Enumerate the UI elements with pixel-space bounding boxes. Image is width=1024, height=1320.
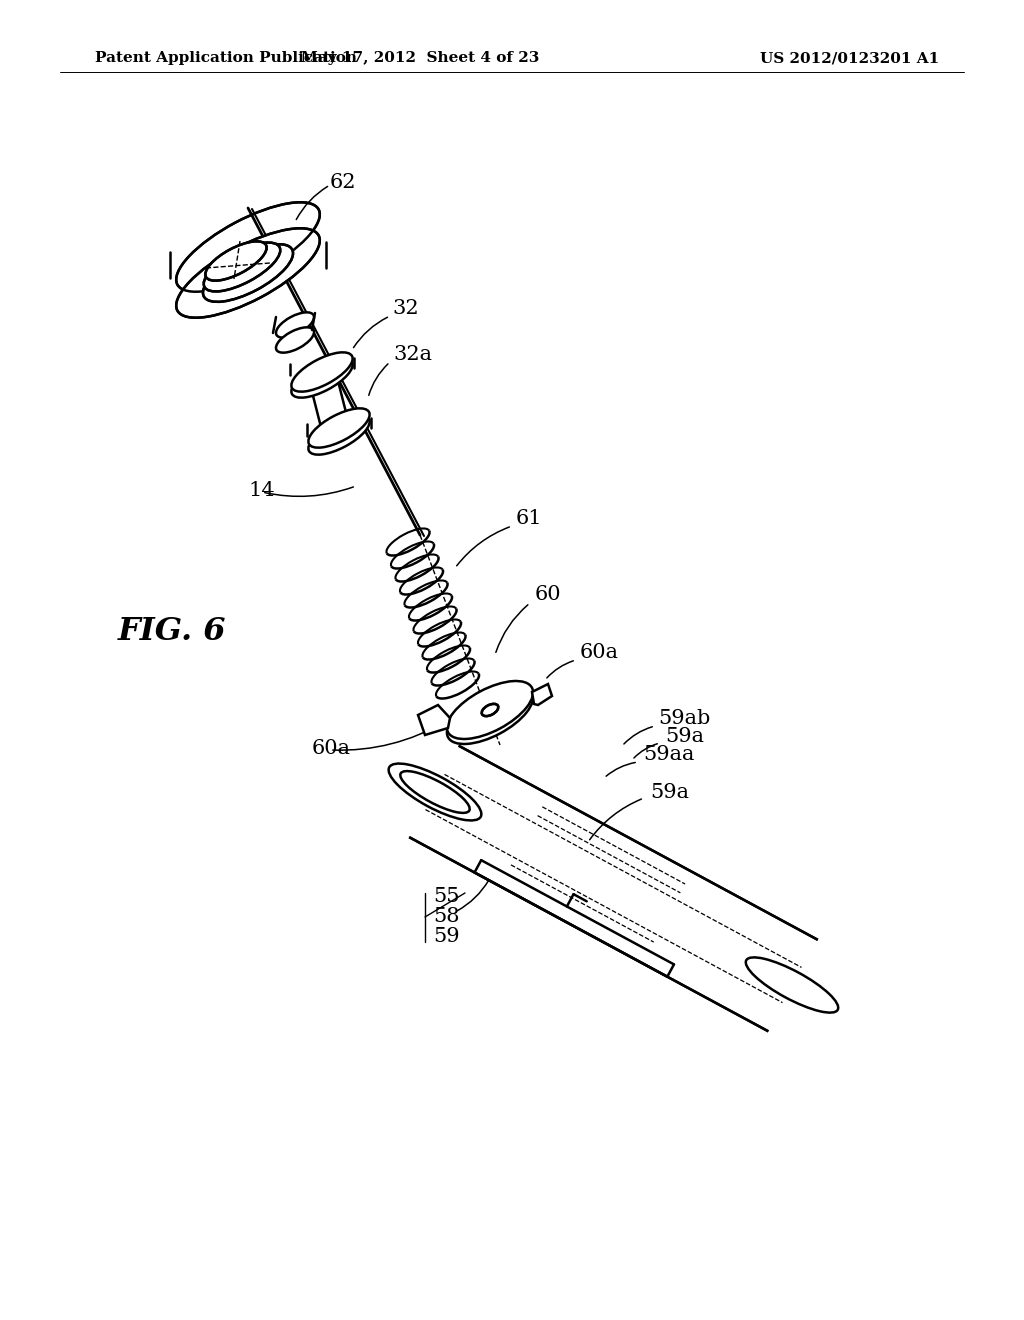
Text: 60a: 60a — [580, 644, 618, 663]
Ellipse shape — [446, 681, 534, 739]
Text: 59a: 59a — [650, 783, 689, 801]
Ellipse shape — [481, 704, 499, 717]
Ellipse shape — [203, 244, 293, 302]
Text: 59aa: 59aa — [643, 744, 694, 763]
Text: 32a: 32a — [393, 346, 432, 364]
Ellipse shape — [446, 686, 534, 744]
Ellipse shape — [276, 313, 314, 338]
Text: 61: 61 — [516, 508, 543, 528]
Polygon shape — [532, 684, 552, 705]
Ellipse shape — [292, 352, 352, 392]
Text: 60a: 60a — [312, 738, 351, 758]
Text: 32: 32 — [392, 298, 419, 318]
Text: 59a: 59a — [665, 726, 705, 746]
Text: 62: 62 — [330, 173, 356, 191]
Polygon shape — [418, 705, 450, 735]
Text: May 17, 2012  Sheet 4 of 23: May 17, 2012 Sheet 4 of 23 — [301, 51, 540, 65]
Ellipse shape — [276, 327, 314, 352]
Ellipse shape — [308, 416, 370, 454]
Text: 59: 59 — [433, 928, 460, 946]
Ellipse shape — [206, 242, 266, 281]
Text: 14: 14 — [248, 480, 274, 499]
Polygon shape — [309, 378, 351, 436]
Ellipse shape — [204, 243, 281, 292]
Ellipse shape — [176, 228, 319, 318]
Ellipse shape — [292, 358, 352, 397]
Text: 60: 60 — [535, 586, 561, 605]
Text: Patent Application Publication: Patent Application Publication — [95, 51, 357, 65]
Ellipse shape — [400, 771, 470, 813]
Polygon shape — [411, 746, 817, 1031]
Ellipse shape — [308, 408, 370, 447]
Ellipse shape — [389, 763, 481, 821]
Text: 55: 55 — [433, 887, 460, 907]
Ellipse shape — [745, 957, 839, 1012]
Text: FIG. 6: FIG. 6 — [118, 616, 226, 648]
Ellipse shape — [176, 202, 319, 292]
Text: 59ab: 59ab — [658, 709, 711, 727]
Text: US 2012/0123201 A1: US 2012/0123201 A1 — [760, 51, 939, 65]
Text: 58: 58 — [433, 908, 460, 927]
